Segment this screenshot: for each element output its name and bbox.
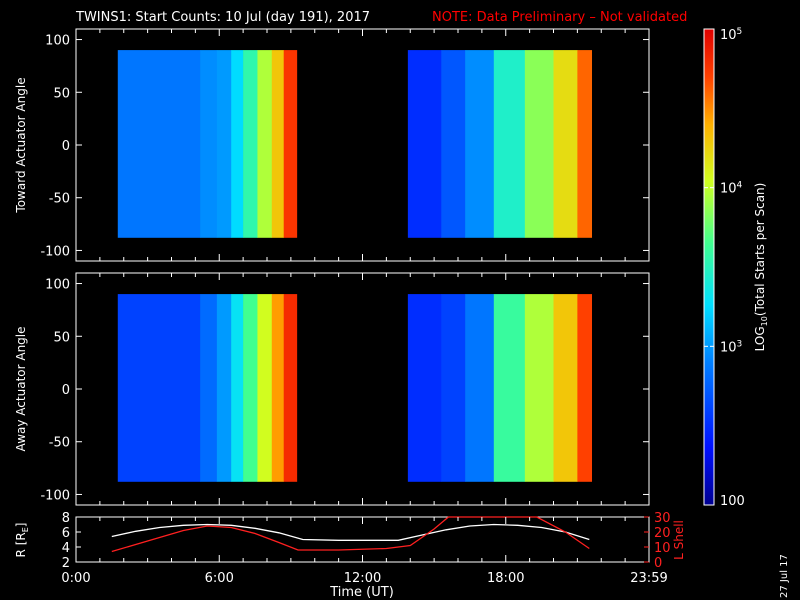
toward-heatmap — [117, 50, 593, 238]
colorbar-tick-label: 105 — [720, 27, 742, 43]
away-band-12 — [524, 294, 554, 482]
colorbar-tick-label: 100 — [720, 494, 745, 509]
time-tick-label: 6:00 — [205, 571, 234, 586]
toward-band-3 — [231, 50, 244, 238]
away-ytick-label: 50 — [53, 330, 70, 345]
away-band-13 — [553, 294, 578, 482]
colorbar-tick-label: 104 — [720, 181, 743, 197]
time-tick-label: 18:00 — [487, 571, 524, 586]
away-band-10 — [465, 294, 495, 482]
colorbar-frame — [703, 28, 715, 506]
ephemeris-lines — [111, 516, 590, 553]
toward-ytick-label: -100 — [40, 244, 70, 259]
lshell-line — [111, 516, 590, 553]
r-tick-label: 4 — [62, 541, 70, 556]
away-y-axis-label: Away Actuator Angle — [14, 326, 28, 451]
toward-band-10 — [465, 50, 495, 238]
away-band-3 — [231, 294, 244, 482]
away-band-1 — [200, 294, 218, 482]
away-ytick-label: -100 — [40, 488, 70, 503]
away-band-11 — [493, 294, 526, 482]
away-band-4 — [243, 294, 258, 482]
time-tick-label: 0:00 — [61, 571, 90, 586]
toward-band-0 — [117, 50, 201, 238]
toward-band-13 — [553, 50, 578, 238]
away-y-ticks: -100 -50 0 50 100 — [40, 278, 649, 503]
away-band-0 — [117, 294, 201, 482]
toward-band-5 — [257, 50, 273, 238]
lshell-tick-label: 20 — [654, 526, 671, 541]
toward-band-1 — [200, 50, 218, 238]
toward-band-6 — [271, 50, 285, 238]
toward-y-ticks: -100 -50 0 50 100 — [40, 34, 649, 259]
away-ytick-label: 0 — [62, 383, 70, 398]
toward-band-8 — [407, 50, 442, 238]
colorbar-ticks: 100 103 104 105 — [704, 27, 745, 509]
time-tick-label: 12:00 — [344, 571, 381, 586]
figure-title: TWINS1: Start Counts: 10 Jul (day 191), … — [75, 10, 370, 25]
time-tick-label: 23:59 — [630, 571, 667, 586]
away-band-9 — [441, 294, 466, 482]
toward-band-9 — [441, 50, 466, 238]
away-band-8 — [407, 294, 442, 482]
away-actuator-panel: -100 -50 0 50 100 Away Actuator Angle — [14, 272, 650, 506]
toward-band-4 — [243, 50, 258, 238]
r-tick-label: 6 — [62, 526, 70, 541]
away-band-2 — [216, 294, 232, 482]
away-heatmap — [117, 294, 593, 482]
r-tick-label: 2 — [62, 556, 70, 571]
away-band-7 — [283, 294, 298, 482]
preliminary-note: NOTE: Data Preliminary – Not validated — [432, 10, 687, 25]
away-ytick-label: 100 — [45, 278, 70, 293]
toward-band-2 — [216, 50, 232, 238]
time-axis-label: Time (UT) — [329, 585, 394, 600]
r-axis-label: R [RE] — [14, 523, 30, 558]
away-band-6 — [271, 294, 285, 482]
colorbar-tick-label: 103 — [720, 339, 742, 355]
toward-band-11 — [493, 50, 526, 238]
toward-band-12 — [524, 50, 554, 238]
away-band-5 — [257, 294, 273, 482]
toward-ytick-label: 50 — [53, 86, 70, 101]
colorbar-label: LOG10(Total Starts per Scan) — [753, 183, 769, 352]
lshell-axis-label: L Shell — [672, 520, 686, 560]
toward-band-14 — [577, 50, 593, 238]
away-ytick-label: -50 — [49, 436, 70, 451]
toward-actuator-panel: -100 -50 0 50 100 Toward Actuator Angle — [14, 28, 650, 262]
toward-ytick-label: 0 — [62, 139, 70, 154]
toward-ytick-label: -50 — [49, 192, 70, 207]
toward-ytick-label: 100 — [45, 34, 70, 49]
colorbar: 100 103 104 105 LOG10(Total Starts per Scan… — [703, 27, 769, 509]
toward-band-7 — [283, 50, 298, 238]
r-tick-label: 8 — [62, 511, 70, 526]
lshell-tick-label: 30 — [654, 511, 671, 526]
time-axis-ticks: 0:00 6:00 12:00 18:00 23:59 — [61, 29, 668, 586]
away-band-14 — [577, 294, 593, 482]
r-distance-line — [111, 523, 590, 541]
colorbar-gradient — [704, 29, 714, 505]
lshell-tick-label: 10 — [654, 541, 671, 556]
lshell-tick-label: 0 — [654, 556, 662, 571]
plot-date-stamp: 27 Jul 17 — [779, 554, 790, 598]
toward-y-axis-label: Toward Actuator Angle — [14, 77, 28, 213]
